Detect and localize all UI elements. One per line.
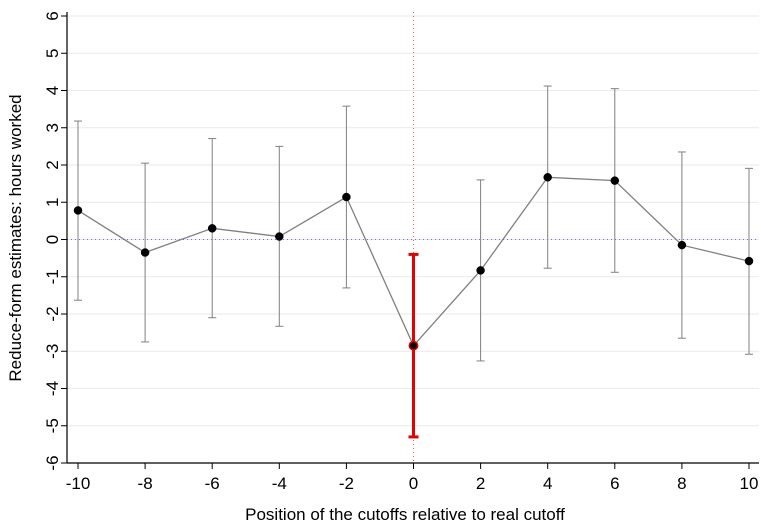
data-points [73, 173, 754, 351]
x-tick-label: -4 [272, 474, 287, 493]
data-point [476, 266, 485, 275]
x-tick-label: -10 [66, 474, 91, 493]
y-tick-label: 2 [43, 160, 62, 169]
y-axis-title: Reduce-form estimates: hours worked [6, 94, 25, 381]
y-tick-label: -6 [43, 455, 62, 470]
data-point [207, 224, 217, 233]
data-point [342, 192, 351, 202]
data-point [610, 176, 620, 185]
error-bars [74, 85, 753, 439]
y-tick-label: 4 [43, 86, 62, 95]
y-tick-label: 5 [43, 49, 62, 58]
y-tick-label: 0 [43, 235, 62, 244]
x-tick-label: -2 [339, 474, 354, 493]
x-axis-title: Position of the cutoffs relative to real… [245, 505, 565, 524]
data-point [140, 248, 150, 257]
data-point [73, 206, 83, 215]
x-tick-label: 6 [610, 474, 619, 493]
x-tick-label: -8 [138, 474, 153, 493]
data-point [543, 173, 552, 182]
y-tick-label: -2 [43, 306, 62, 321]
data-point [744, 256, 754, 266]
x-tick-label: 4 [543, 474, 552, 493]
y-tick-label: 1 [43, 198, 62, 207]
y-tick-label: -3 [43, 344, 62, 359]
y-axis-ticks: -6 -5 -4 -3 -2 -1 0 1 2 3 4 5 6 [43, 11, 67, 471]
y-tick-label: -1 [43, 269, 62, 284]
y-tick-label: 6 [43, 11, 62, 20]
data-point [408, 340, 419, 351]
x-axis-ticks: -10 -8 -6 -4 -2 0 2 4 6 8 10 [66, 463, 759, 493]
y-tick-label: 3 [43, 123, 62, 132]
y-tick-label: -4 [43, 381, 62, 396]
x-tick-label: 8 [677, 474, 686, 493]
reference-lines [67, 12, 759, 463]
data-point [677, 240, 687, 250]
x-tick-label: -6 [205, 474, 220, 493]
x-tick-label: 10 [740, 474, 759, 493]
x-tick-label: 0 [409, 474, 418, 493]
x-tick-label: 2 [476, 474, 485, 493]
data-point [275, 232, 284, 241]
y-tick-label: -5 [43, 418, 62, 433]
